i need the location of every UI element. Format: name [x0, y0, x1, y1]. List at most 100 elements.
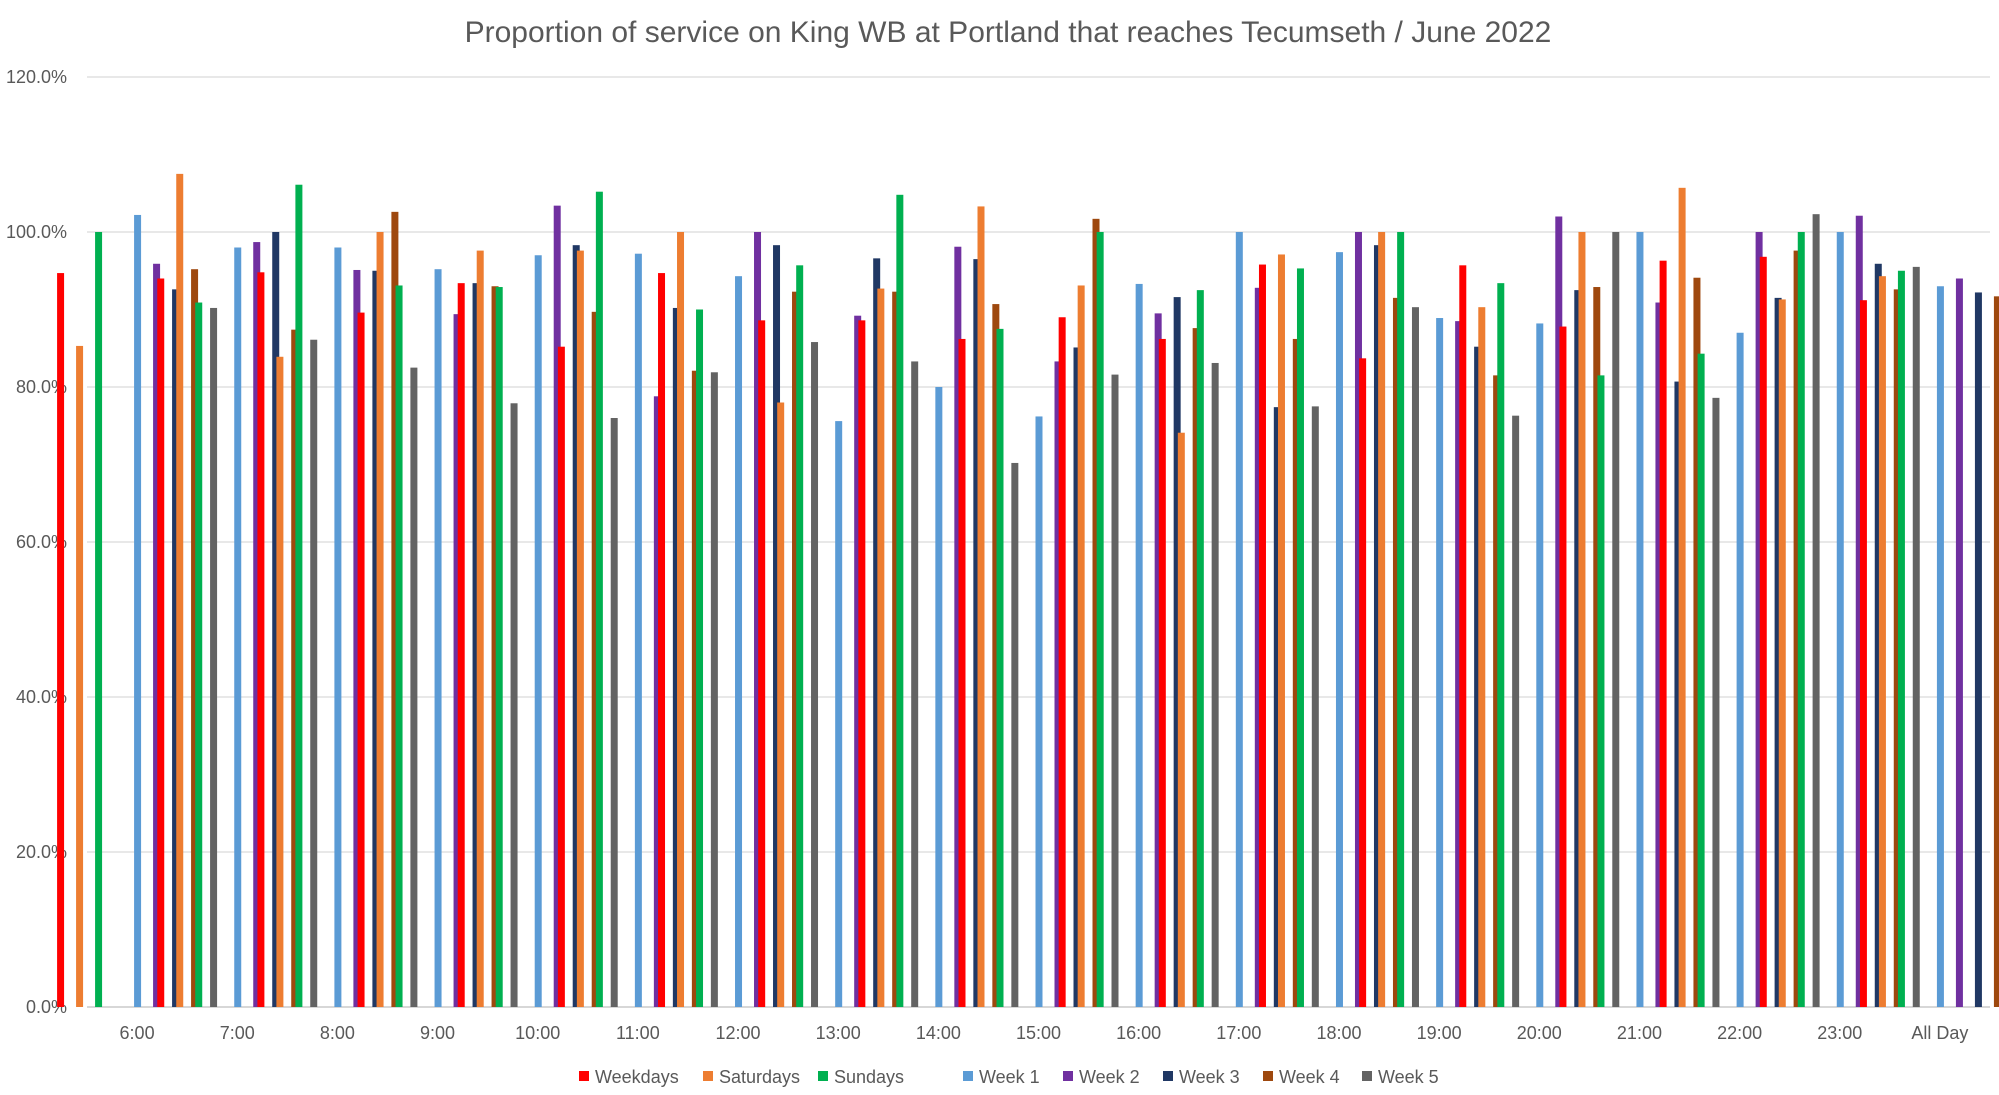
chart-title: Proportion of service on King WB at Port… [465, 16, 1552, 49]
bar [892, 291, 900, 1007]
legend-swatch [1263, 1071, 1273, 1081]
bar [735, 276, 743, 1007]
bar [811, 342, 819, 1007]
legend-label: Week 3 [1179, 1067, 1240, 1087]
bar [1859, 300, 1867, 1007]
bar [1073, 347, 1081, 1008]
bar [1436, 318, 1444, 1007]
bar [1455, 321, 1463, 1007]
bar [234, 247, 242, 1007]
bar [1512, 415, 1520, 1007]
y-tick-label: 100.0% [6, 222, 67, 242]
bar [1955, 278, 1963, 1007]
x-tick-label: 14:00 [916, 1023, 961, 1043]
bar [395, 285, 403, 1008]
bar [1035, 416, 1043, 1007]
y-tick-label: 60.0% [16, 532, 67, 552]
bar [191, 269, 199, 1007]
bar [1812, 214, 1820, 1008]
bar [1736, 332, 1744, 1007]
bar [1659, 260, 1667, 1007]
x-tick-label: 23:00 [1817, 1023, 1862, 1043]
bar [1058, 317, 1066, 1007]
bar [1235, 232, 1243, 1007]
bar [495, 287, 503, 1007]
bar [1897, 270, 1905, 1007]
bar [691, 370, 699, 1008]
x-tick-label: 15:00 [1016, 1023, 1061, 1043]
bar [1354, 232, 1362, 1007]
bar [1936, 286, 1944, 1007]
bar [1693, 277, 1701, 1008]
legend-label: Week 5 [1378, 1067, 1439, 1087]
legend-swatch [1063, 1071, 1073, 1081]
bar [1359, 358, 1367, 1007]
bar [1277, 254, 1285, 1008]
bar [1974, 292, 1982, 1007]
x-tick-label: 13:00 [816, 1023, 861, 1043]
bar [272, 232, 280, 1007]
bar [911, 361, 919, 1007]
bar [1311, 406, 1319, 1007]
bar [510, 403, 518, 1007]
bar [276, 356, 284, 1007]
bar [1612, 232, 1620, 1007]
x-tick-label: 11:00 [616, 1023, 660, 1043]
bar [1778, 299, 1786, 1007]
bar [653, 396, 661, 1007]
bar [376, 232, 384, 1007]
bar [1335, 252, 1343, 1007]
bar [1697, 353, 1705, 1007]
bar [1111, 374, 1119, 1008]
bar [1793, 250, 1801, 1008]
x-axis-tick-labels: 6:00 7:00 8:00 9:00 10:00 11:00 12:00 13:00 14:0… [120, 1023, 1969, 1043]
bar [958, 338, 966, 1007]
bar [295, 184, 303, 1008]
x-tick-label: 6:00 [120, 1023, 155, 1043]
y-tick-label: 0.0% [26, 997, 67, 1017]
bar [1655, 302, 1663, 1007]
bar [357, 312, 365, 1008]
bar [153, 263, 161, 1007]
bar [591, 311, 599, 1007]
bar [792, 291, 800, 1007]
bar [57, 273, 65, 1007]
bar [1092, 218, 1100, 1007]
bar [1158, 338, 1166, 1007]
x-tick-label: 20:00 [1517, 1023, 1562, 1043]
bar [935, 387, 943, 1007]
bar [1258, 264, 1266, 1007]
bar [1096, 232, 1104, 1007]
bar [1893, 289, 1901, 1008]
bar [1712, 397, 1720, 1008]
bar [1196, 290, 1204, 1007]
bar [1493, 375, 1501, 1007]
x-tick-label: 8:00 [320, 1023, 355, 1043]
bar [973, 259, 981, 1007]
bar [1173, 297, 1181, 1008]
bar [658, 273, 666, 1007]
legend-swatch [963, 1071, 973, 1081]
bar [1555, 216, 1563, 1007]
bar [172, 289, 180, 1008]
bar [877, 288, 885, 1007]
bar [1192, 328, 1200, 1008]
bar [453, 314, 461, 1007]
bar [1874, 263, 1882, 1007]
bar [1459, 265, 1467, 1007]
x-tick-label: 12:00 [716, 1023, 761, 1043]
bar [1993, 296, 1999, 1007]
x-tick-label: 7:00 [220, 1023, 255, 1043]
bar [1836, 232, 1844, 1007]
bar [157, 278, 165, 1007]
bar [1411, 307, 1419, 1007]
bar [773, 245, 781, 1008]
bar [1774, 297, 1782, 1007]
x-tick-label: 10:00 [515, 1023, 560, 1043]
bar [353, 269, 361, 1008]
bar [457, 283, 465, 1007]
bars [57, 173, 1999, 1008]
bar [1392, 297, 1400, 1007]
bar [1054, 361, 1062, 1007]
